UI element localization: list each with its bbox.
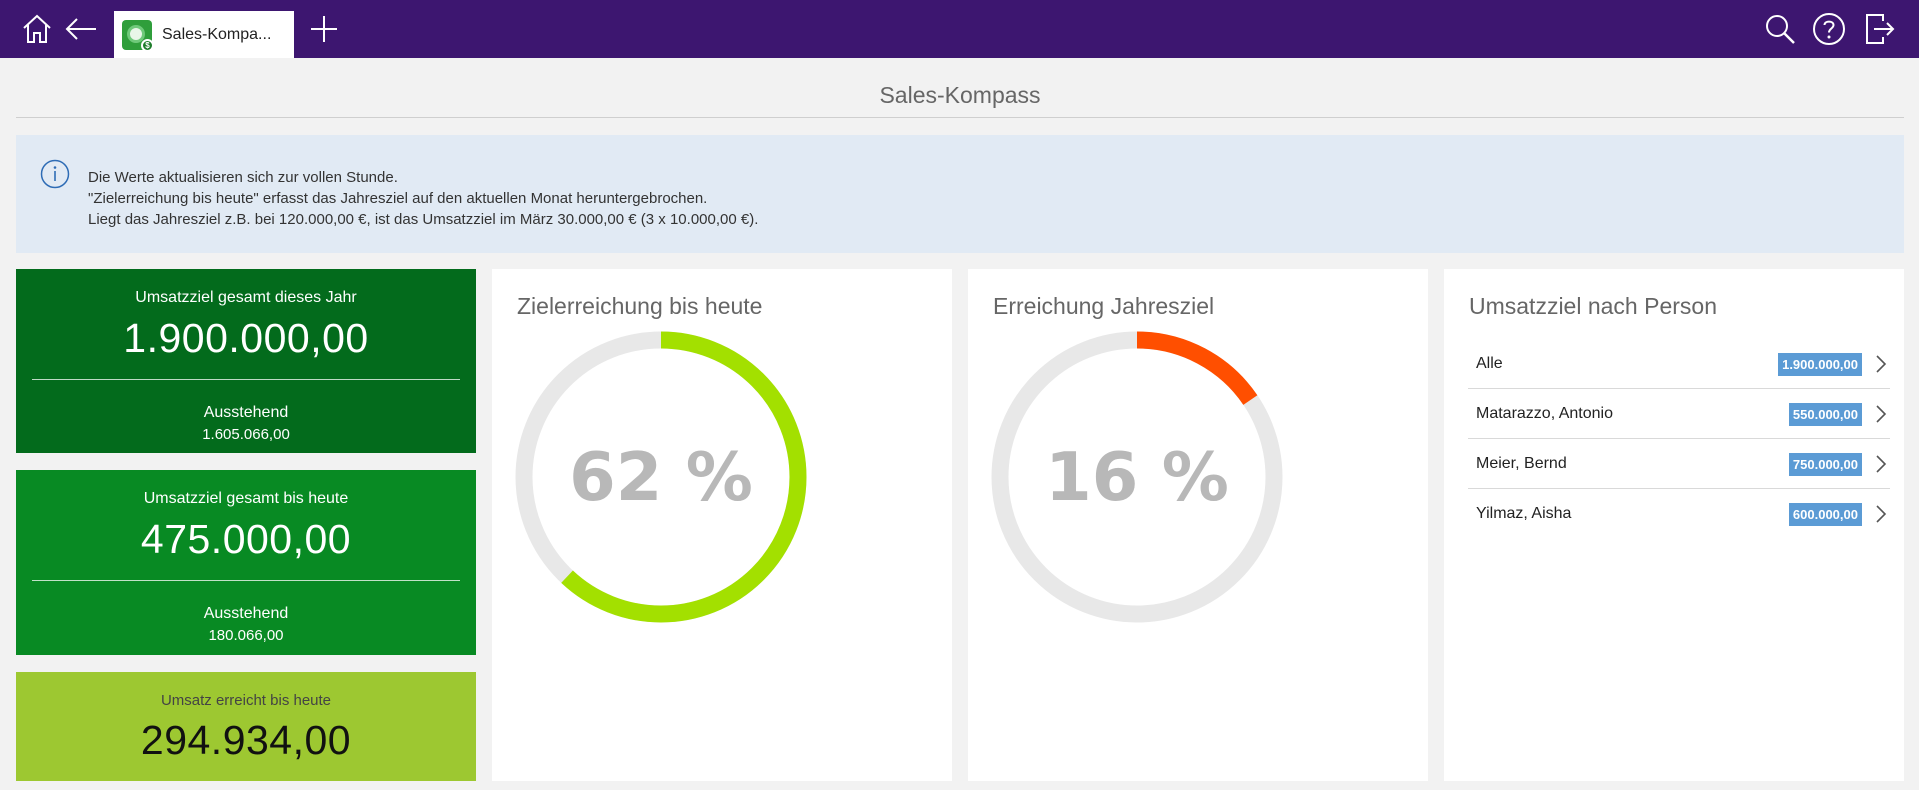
back-arrow-icon[interactable] — [64, 12, 98, 46]
gauge-card-target-to-date: Zielerreichung bis heute 62 % — [492, 269, 952, 781]
search-icon[interactable] — [1763, 12, 1797, 46]
gauge-title: Erreichung Jahresziel — [993, 293, 1215, 319]
kpi-sub-label: Ausstehend — [203, 605, 289, 622]
person-target-badge: 550.000,00 — [1788, 403, 1862, 426]
person-row-meier[interactable]: Meier, Bernd 750.000,00 — [1468, 439, 1890, 489]
info-line: Liegt das Jahresziel z.B. bei 120.000,00… — [88, 211, 759, 228]
info-line: Die Werte aktualisieren sich zur vollen … — [88, 169, 398, 186]
person-target-badge: 600.000,00 — [1788, 503, 1862, 526]
person-list: Alle 1.900.000,00 Matarazzo, Antonio 550… — [1468, 339, 1890, 539]
help-icon[interactable] — [1812, 12, 1846, 46]
gauge-title: Zielerreichung bis heute — [517, 293, 763, 319]
gauge-progress-arc — [991, 331, 1283, 623]
kpi-label: Umsatzziel gesamt dieses Jahr — [135, 289, 357, 306]
person-row-alle[interactable]: Alle 1.900.000,00 — [1468, 339, 1890, 389]
person-target-card: Umsatzziel nach Person Alle 1.900.000,00… — [1444, 269, 1904, 781]
title-divider — [16, 117, 1904, 118]
gauge-percent-label: 16 % — [1045, 438, 1229, 516]
page-title: Sales-Kompass — [879, 82, 1041, 108]
chevron-right-icon[interactable] — [1874, 504, 1888, 524]
person-target-badge: 1.900.000,00 — [1778, 353, 1862, 376]
kpi-divider — [32, 580, 460, 581]
person-name: Alle — [1476, 354, 1503, 372]
chevron-right-icon[interactable] — [1874, 454, 1888, 474]
app-logo-icon: $ — [122, 19, 154, 52]
chevron-right-icon[interactable] — [1874, 404, 1888, 424]
person-name: Matarazzo, Antonio — [1476, 404, 1613, 422]
kpi-value: 475.000,00 — [140, 516, 352, 562]
info-line: "Zielerreichung bis heute" erfasst das J… — [88, 190, 708, 207]
kpi-sub-label: Ausstehend — [203, 404, 289, 421]
kpi-card-year-target[interactable]: Umsatzziel gesamt dieses Jahr 1.900.000,… — [16, 269, 476, 453]
home-icon[interactable] — [20, 12, 54, 46]
kpi-card-revenue-to-date[interactable]: Umsatz erreicht bis heute 294.934,00 — [16, 672, 476, 781]
logout-icon[interactable] — [1862, 12, 1896, 46]
info-text: Die Werte aktualisieren sich zur vollen … — [88, 167, 758, 230]
gauge-chart: 16 % — [991, 331, 1283, 623]
person-list-title: Umsatzziel nach Person — [1469, 293, 1717, 319]
gauge-progress-arc — [515, 331, 807, 623]
tab-sales-kompass[interactable]: $ Sales-Kompa... — [114, 11, 294, 58]
info-banner: Die Werte aktualisieren sich zur vollen … — [16, 135, 1904, 253]
plus-icon[interactable] — [307, 12, 341, 46]
person-row-yilmaz[interactable]: Yilmaz, Aisha 600.000,00 — [1468, 489, 1890, 539]
gauge-card-year-target: Erreichung Jahresziel 16 % — [968, 269, 1428, 781]
person-name: Meier, Bernd — [1476, 454, 1567, 472]
person-name: Yilmaz, Aisha — [1476, 505, 1572, 522]
kpi-sub-value: 1.605.066,00 — [202, 426, 290, 443]
kpi-sub-value: 180.066,00 — [208, 627, 284, 644]
kpi-label: Umsatz erreicht bis heute — [160, 692, 332, 709]
person-target-badge: 750.000,00 — [1788, 453, 1862, 476]
person-row-matarazzo[interactable]: Matarazzo, Antonio 550.000,00 — [1468, 389, 1890, 439]
top-navigation-bar: $ Sales-Kompa... — [0, 0, 1919, 58]
tab-label: Sales-Kompa... — [162, 25, 272, 43]
kpi-card-target-to-date[interactable]: Umsatzziel gesamt bis heute 475.000,00 A… — [16, 470, 476, 655]
kpi-divider — [32, 379, 460, 380]
kpi-value: 294.934,00 — [140, 717, 352, 763]
gauge-chart: 62 % — [515, 331, 807, 623]
chevron-right-icon[interactable] — [1874, 354, 1888, 374]
kpi-label: Umsatzziel gesamt bis heute — [143, 490, 349, 507]
kpi-value: 1.900.000,00 — [123, 315, 369, 361]
gauge-percent-label: 62 % — [569, 438, 753, 516]
info-icon — [40, 159, 70, 189]
